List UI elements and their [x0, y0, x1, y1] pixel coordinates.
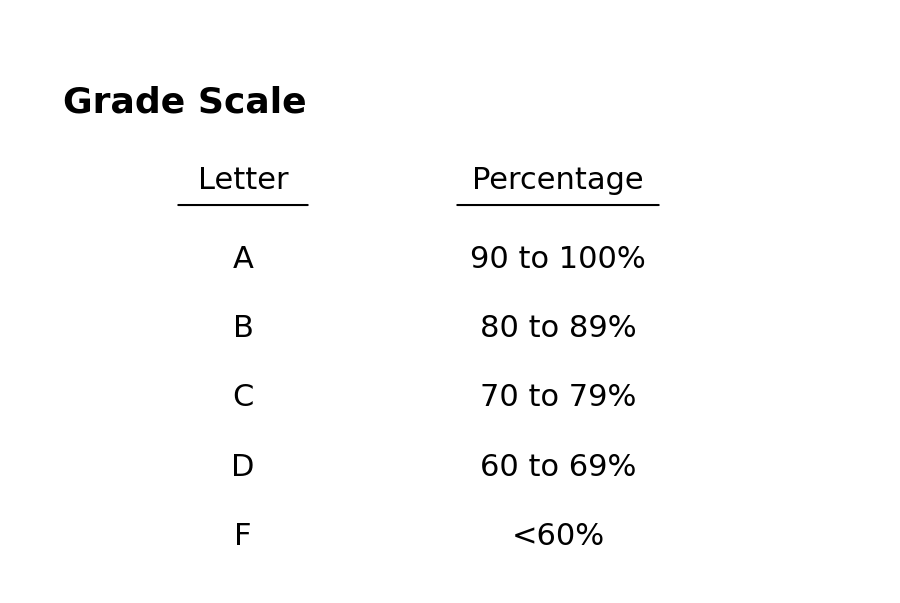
Text: C: C: [232, 384, 254, 412]
Text: B: B: [232, 314, 254, 343]
Text: 60 to 69%: 60 to 69%: [480, 453, 636, 482]
Text: D: D: [231, 453, 255, 482]
Text: A: A: [232, 245, 254, 274]
Text: F: F: [234, 522, 252, 551]
Text: Percentage: Percentage: [472, 166, 644, 195]
Text: 80 to 89%: 80 to 89%: [480, 314, 636, 343]
Text: 70 to 79%: 70 to 79%: [480, 384, 636, 412]
Text: <60%: <60%: [511, 522, 605, 551]
Text: Grade Scale: Grade Scale: [63, 86, 307, 119]
Text: 90 to 100%: 90 to 100%: [470, 245, 646, 274]
Text: Letter: Letter: [198, 166, 288, 195]
